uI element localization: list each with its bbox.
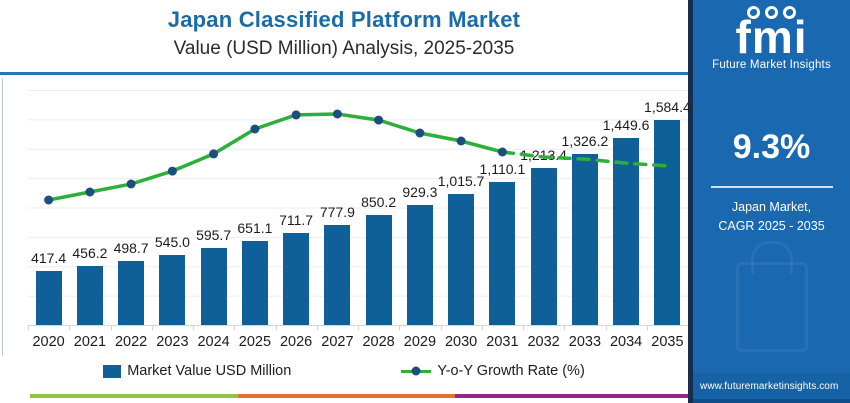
x-tick-label-2025: 2025 [238, 334, 272, 350]
bar-value-label-2027: 777.9 [319, 203, 355, 220]
legend-bar-label: Market Value USD Million [127, 363, 292, 379]
axis-tick [151, 325, 153, 330]
cagr-divider [710, 186, 833, 188]
bag-watermark-icon [735, 262, 808, 352]
x-tick-label-2033: 2033 [568, 334, 602, 350]
x-tick-label-2021: 2021 [73, 334, 107, 350]
bar-2021 [76, 266, 103, 325]
bar-2025 [241, 240, 268, 325]
axis-tick [440, 325, 442, 330]
bar-2020 [35, 271, 62, 325]
brand-sidebar: fmi Future Market Insights 9.3% Japan Ma… [688, 0, 850, 403]
page-title: Japan Classified Platform Market [167, 7, 521, 32]
x-tick-label-2034: 2034 [609, 334, 643, 350]
cagr-label: Japan Market, CAGR 2025 - 2035 [693, 198, 850, 237]
strip-segment-orange [238, 394, 455, 398]
website-url: www.futuremarketinsights.com [700, 380, 839, 392]
bar-value-label-2023: 545.0 [154, 233, 190, 250]
bar-value-label-2033: 1,326.2 [561, 132, 609, 149]
bar-2024 [200, 248, 227, 325]
bar-value-label-2032: 1,213.4 [520, 147, 567, 164]
sidebar-footer: www.futuremarketinsights.com [693, 373, 850, 403]
x-tick-label-2028: 2028 [362, 334, 395, 350]
bar-value-label-2031: 1,110.1 [479, 160, 526, 177]
x-tick-label-2027: 2027 [321, 334, 354, 350]
logo-company-name: Future Market Insights [712, 59, 831, 71]
bar-2022 [118, 260, 145, 325]
bar-2027 [324, 224, 351, 325]
line-marker-icon [401, 369, 432, 373]
x-tick-label-2029: 2029 [403, 334, 437, 350]
x-tick-label-2020: 2020 [32, 334, 65, 350]
logo-globe-icons [693, 6, 850, 20]
bar-value-label-2024: 595.7 [196, 227, 232, 244]
bar-value-label-2020: 417.4 [31, 250, 67, 267]
bar-value-label-2034: 1,449.6 [602, 116, 650, 133]
logo-wordmark: fmi [735, 11, 808, 63]
axis-tick [523, 325, 524, 330]
axis-tick [605, 325, 607, 330]
accent-color-strip [30, 394, 691, 398]
axis-tick [69, 325, 71, 330]
strip-segment-purple [455, 394, 691, 398]
x-tick-label-2035: 2035 [651, 334, 684, 350]
bar-value-label-2026: 711.7 [279, 212, 314, 229]
cagr-market-line: Japan Market, [731, 200, 812, 214]
page-subtitle: Value (USD Million) Analysis, 2025-2035 [173, 38, 515, 59]
chart-panel: Japan Classified Platform Market Value (… [0, 0, 688, 403]
x-tick-label-2030: 2030 [444, 334, 478, 350]
axis-tick [110, 325, 112, 330]
axis-tick [193, 325, 194, 330]
bar-2028 [365, 215, 392, 325]
axis-tick [564, 325, 566, 330]
x-tick-label-2023: 2023 [156, 334, 189, 350]
bar-swatch-icon [103, 364, 122, 378]
legend-item-market-value: Market Value USD Million [103, 363, 291, 379]
globe-icon [783, 6, 796, 19]
x-tick-label-2032: 2032 [527, 334, 560, 350]
axis-tick [646, 325, 648, 330]
bar-2035 [654, 120, 681, 325]
axis-tick [358, 325, 359, 330]
bar-value-label-2028: 850.2 [361, 194, 397, 211]
globe-icon [765, 6, 778, 19]
cagr-value: 9.3% [732, 128, 811, 166]
strip-segment-green [30, 394, 238, 398]
x-tick-label-2024: 2024 [197, 334, 230, 350]
fmi-logo: fmi Future Market Insights [693, 6, 850, 71]
bar-value-label-2035: 1,584.4 [644, 99, 691, 116]
axis-tick [316, 325, 318, 330]
bar-2030 [448, 193, 475, 325]
x-tick-label-2031: 2031 [486, 334, 519, 350]
globe-icon [747, 6, 760, 19]
axis-tick [399, 325, 401, 330]
chart-legend: Market Value USD Million Y-o-Y Growth Ra… [0, 363, 688, 379]
bar-line-chart: 417.4 456.2 498.7 545.0 595.7 651.1 711.7 777.9… [28, 90, 691, 330]
bar-value-label-2030: 1,015.7 [437, 172, 485, 189]
bar-2033 [571, 153, 598, 325]
legend-item-growth-rate: Y-o-Y Growth Rate (%) [401, 363, 585, 379]
bar-2026 [283, 233, 310, 325]
bar-2029 [406, 205, 433, 325]
axis-tick [275, 325, 277, 330]
bar-2034 [613, 137, 640, 325]
cagr-period-line: CAGR 2025 - 2035 [718, 219, 825, 234]
bar-value-label-2029: 929.3 [402, 184, 438, 200]
chart-left-border [2, 78, 3, 356]
bar-value-label-2025: 651.1 [237, 219, 273, 236]
header-divider [0, 72, 688, 75]
axis-tick [28, 325, 29, 330]
bar-value-label-2021: 456.2 [72, 245, 108, 262]
bar-2031 [489, 181, 516, 325]
axis-tick [234, 325, 236, 330]
bar-2023 [159, 254, 186, 325]
x-tick-label-2022: 2022 [114, 334, 148, 350]
axis-tick [481, 325, 483, 330]
bar-2032 [530, 168, 557, 325]
legend-line-label: Y-o-Y Growth Rate (%) [437, 363, 585, 379]
x-axis-labels: 2020 2021 2022 2023 2024 2025 2026 2027 2028 2029… [28, 334, 688, 354]
bar-value-label-2022: 498.7 [113, 239, 149, 256]
x-tick-label-2026: 2026 [279, 334, 313, 350]
